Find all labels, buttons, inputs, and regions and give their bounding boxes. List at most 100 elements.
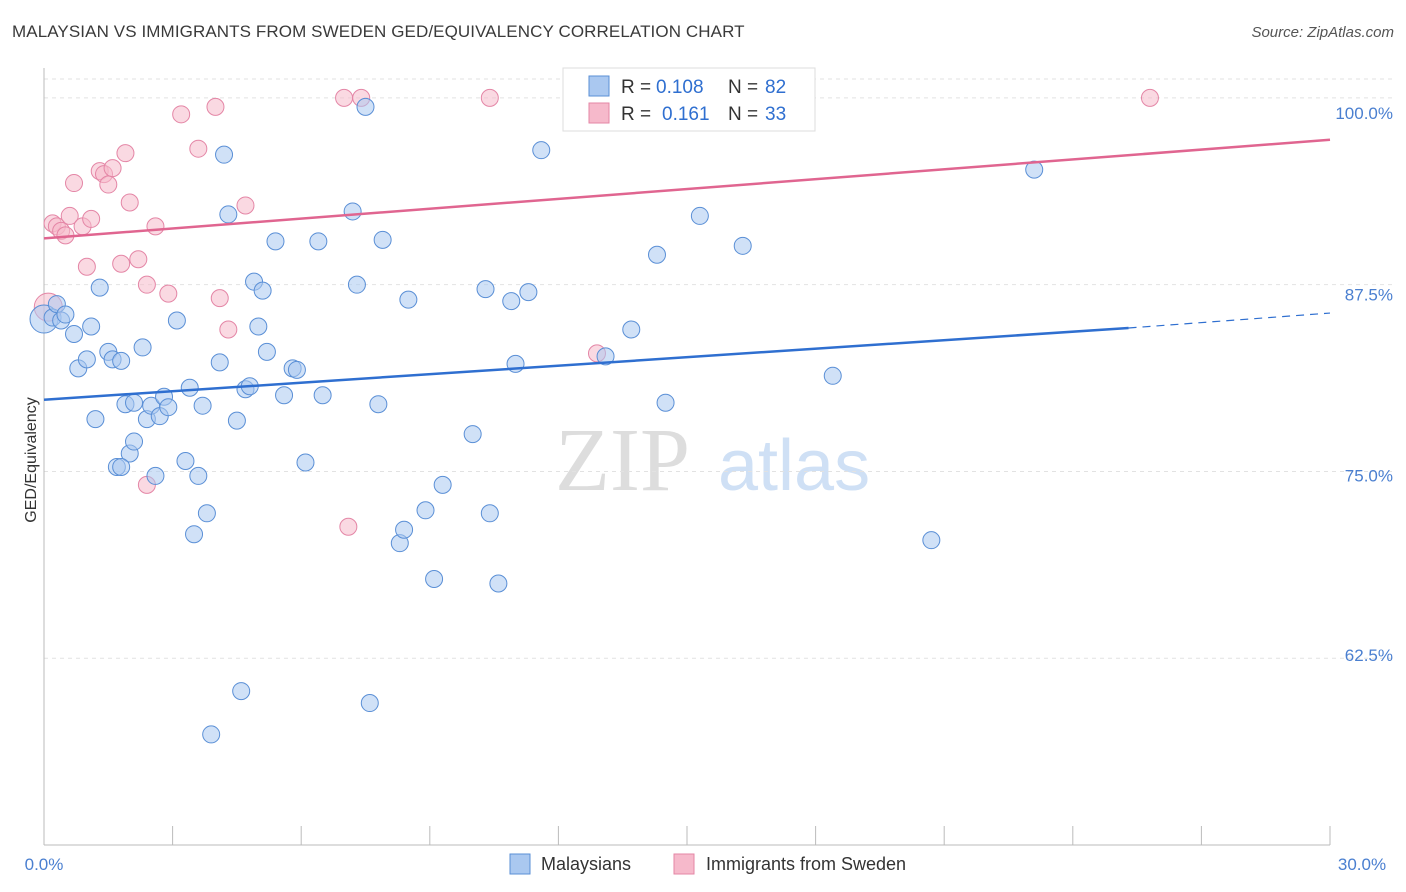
sweden-point (112, 254, 131, 273)
malaysian-point (146, 466, 165, 485)
watermark-atlas: atlas (718, 426, 870, 506)
malaysian-point (253, 281, 272, 300)
malaysian-point (656, 393, 675, 412)
bottom-legend-label-pink: Immigrants from Sweden (706, 854, 906, 874)
malaysian-point (112, 351, 131, 370)
malaysian-point (189, 466, 208, 485)
sweden-point (480, 88, 499, 107)
malaysian-point (176, 451, 195, 470)
y-axis-title: GED/Equivalency (23, 397, 40, 522)
sweden-point (99, 175, 118, 194)
x-ticks (43, 826, 1331, 845)
bottom-legend-swatch-pink (673, 853, 695, 875)
malaysian-point (65, 324, 84, 343)
y-tick-label: 100.0% (1335, 104, 1393, 123)
malaysian-point (1025, 160, 1044, 179)
malaysian-point (287, 360, 306, 379)
legend-pink-r-label: R = (621, 104, 651, 125)
malaysian-point (622, 320, 641, 339)
malaysian-point (519, 283, 538, 302)
malaysian-point (193, 396, 212, 415)
bottom-legend-label-blue: Malaysians (541, 854, 631, 874)
malaysian-point (690, 206, 709, 225)
malaysian-point (369, 395, 388, 414)
malaysian-point (313, 386, 332, 405)
malaysian-point (167, 311, 186, 330)
malaysian-point (185, 525, 204, 544)
malaysian-point (502, 292, 521, 311)
malaysian-point (356, 97, 375, 116)
malaysian-point (296, 453, 315, 472)
legend-swatch-pink (588, 102, 610, 124)
trend-line-sweden (43, 138, 1331, 240)
bottom-legend-swatch-blue (509, 853, 531, 875)
sweden-point (210, 289, 229, 308)
sweden-point (65, 174, 84, 193)
malaysian-point (395, 520, 414, 539)
sweden-point (236, 196, 255, 215)
malaysian-point (125, 432, 144, 451)
malaysian-point (219, 205, 238, 224)
legend-swatch-blue (588, 75, 610, 97)
sweden-point (60, 206, 79, 225)
malaysian-point (476, 280, 495, 299)
chart-title: MALAYSIAN VS IMMIGRANTS FROM SWEDEN GED/… (12, 22, 745, 41)
trend-lines (43, 138, 1331, 401)
malaysian-point (77, 350, 96, 369)
sweden-point (339, 517, 358, 536)
malaysian-point (266, 232, 285, 251)
sweden-point (77, 257, 96, 276)
malaysian-point (596, 347, 615, 366)
x-tick-label-min: 0.0% (25, 855, 64, 874)
malaysian-point (249, 317, 268, 336)
legend-pink-n-label: N = (728, 104, 758, 125)
malaysian-point (56, 305, 75, 324)
series-malaysians (29, 97, 1044, 744)
y-tick-label: 75.0% (1345, 466, 1393, 485)
legend-blue-n-value: 82 (765, 77, 786, 98)
watermark: ZIP atlas (555, 411, 870, 510)
sweden-point (219, 320, 238, 339)
trend-line-malaysians-extension (1128, 312, 1331, 329)
bottom-legend: Malaysians Immigrants from Sweden (509, 853, 906, 875)
malaysian-point (360, 694, 379, 713)
malaysian-point (159, 398, 178, 417)
sweden-point (120, 193, 139, 212)
malaysian-point (275, 386, 294, 405)
malaysian-point (180, 378, 199, 397)
malaysian-point (90, 278, 109, 297)
malaysian-point (463, 425, 482, 444)
malaysian-point (133, 338, 152, 357)
sweden-point (146, 217, 165, 236)
sweden-point (116, 144, 135, 163)
malaysian-point (433, 475, 452, 494)
malaysian-point (227, 411, 246, 430)
top-legend: R = 0.108 N = 82 R = 0.161 N = 33 (562, 67, 816, 132)
malaysian-point (343, 202, 362, 221)
malaysian-point (647, 245, 666, 264)
malaysian-point (480, 504, 499, 523)
sweden-point (335, 88, 354, 107)
legend-blue-r-label: R = (621, 77, 651, 98)
sweden-point (103, 159, 122, 178)
malaysian-point (257, 342, 276, 361)
malaysian-point (210, 353, 229, 372)
malaysian-point (425, 570, 444, 589)
malaysian-point (197, 504, 216, 523)
sweden-point (159, 284, 178, 303)
malaysian-point (202, 725, 221, 744)
sweden-point (137, 275, 156, 294)
malaysian-point (823, 366, 842, 385)
malaysian-point (215, 145, 234, 164)
y-tick-label: 87.5% (1345, 286, 1393, 305)
malaysian-point (416, 501, 435, 520)
x-tick-label-max: 30.0% (1338, 855, 1386, 874)
malaysian-point (489, 574, 508, 593)
sweden-point (1140, 88, 1159, 107)
source-label: Source: ZipAtlas.com (1251, 24, 1394, 41)
trend-line-malaysians (43, 326, 1129, 401)
sweden-point (129, 250, 148, 269)
malaysian-point (232, 682, 251, 701)
malaysian-point (347, 275, 366, 294)
